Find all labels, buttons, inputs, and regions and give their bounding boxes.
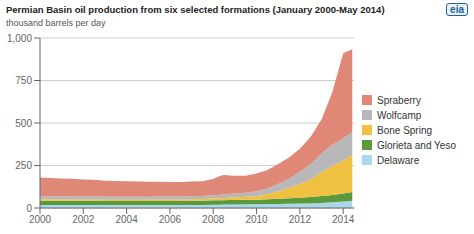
svg-text:2002: 2002 (72, 214, 95, 225)
svg-text:2008: 2008 (202, 214, 225, 225)
svg-text:1,000: 1,000 (8, 33, 32, 44)
svg-text:2014: 2014 (332, 214, 355, 225)
svg-text:0: 0 (26, 203, 32, 214)
html-text:Bone Spring: Bone Spring (377, 124, 432, 136)
html-text:Delaware: Delaware (377, 154, 420, 166)
html-text:Glorieta and Yeso: Glorieta and Yeso (377, 139, 456, 151)
svg-text:2000: 2000 (29, 214, 52, 225)
svg-text:2010: 2010 (245, 214, 268, 225)
svg-text:500: 500 (15, 118, 32, 129)
svg-text:2006: 2006 (159, 214, 182, 225)
svg-text:250: 250 (15, 160, 32, 171)
html-text:eia: eia (450, 4, 464, 15)
svg-text:750: 750 (15, 75, 32, 86)
svg-text:2004: 2004 (115, 214, 138, 225)
html-text:Permian Basin oil production f: Permian Basin oil production from six se… (6, 4, 385, 15)
html-text:Spraberry: Spraberry (377, 94, 421, 106)
svg-text:2012: 2012 (289, 214, 312, 225)
html-text:Wolfcamp: Wolfcamp (377, 109, 422, 121)
html-text:thousand barrels per day: thousand barrels per day (6, 18, 106, 28)
